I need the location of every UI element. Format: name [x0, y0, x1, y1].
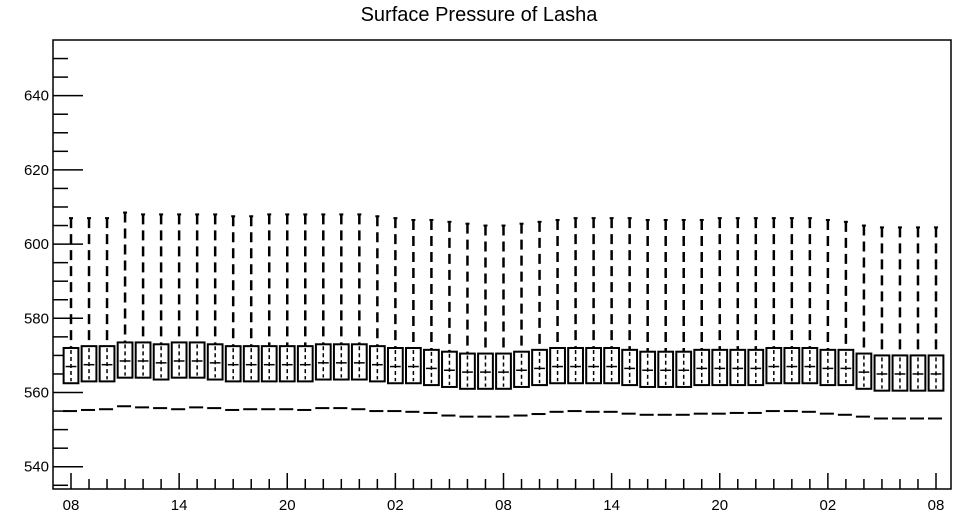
box-item — [675, 218, 693, 416]
box-item — [621, 217, 639, 415]
box-item — [567, 217, 584, 413]
box-item — [495, 224, 512, 418]
box-item — [747, 217, 765, 414]
x-tick-label: 20 — [711, 497, 728, 514]
box-item — [477, 224, 494, 418]
box-item — [423, 218, 440, 414]
box-item — [188, 213, 206, 409]
box-item — [513, 222, 530, 417]
box-item — [459, 222, 476, 418]
y-tick-label: 600 — [24, 236, 49, 253]
box-item — [693, 218, 711, 415]
x-tick-label: 08 — [928, 497, 945, 514]
x-tick-label: 14 — [171, 497, 188, 514]
box-item — [314, 213, 332, 410]
x-tick-label: 08 — [63, 497, 80, 514]
box-item — [206, 213, 224, 410]
box-item — [855, 224, 873, 418]
box-item — [603, 217, 621, 413]
x-tick-label: 02 — [387, 497, 404, 514]
axes-frame — [52, 39, 952, 490]
box-item — [134, 213, 152, 409]
y-tick-label: 580 — [24, 310, 49, 327]
box-item — [116, 211, 134, 408]
box-item — [549, 218, 566, 413]
box-item — [386, 217, 404, 413]
box-item — [368, 215, 386, 413]
box-item — [531, 220, 548, 416]
box-item — [332, 213, 350, 410]
box-item — [801, 217, 819, 413]
x-tick-label: 08 — [495, 497, 512, 514]
box-item — [711, 217, 729, 415]
box-item — [170, 213, 188, 411]
y-tick-label: 540 — [24, 459, 49, 476]
box-item — [639, 218, 657, 416]
box-item — [350, 213, 368, 411]
x-tick-label: 02 — [820, 497, 837, 514]
box-item — [98, 217, 116, 411]
box-item — [296, 213, 314, 411]
box-item — [729, 217, 747, 414]
y-tick-label: 560 — [24, 385, 49, 402]
box-item — [891, 226, 909, 420]
box-item — [80, 217, 98, 411]
box-item — [927, 226, 945, 420]
box-item — [585, 217, 602, 413]
box-item — [242, 215, 260, 411]
box-item — [909, 226, 927, 420]
box-item — [765, 217, 783, 413]
box-series — [62, 211, 945, 420]
box-item — [783, 217, 801, 413]
box-item — [224, 215, 242, 411]
box-item — [819, 218, 837, 415]
x-tick-label: 14 — [603, 497, 620, 514]
box-item — [152, 213, 170, 410]
box-item — [873, 226, 891, 420]
box-item — [405, 218, 422, 413]
chart-title: Surface Pressure of Lasha — [360, 4, 598, 26]
axis-ticks: 540 560 580 600 620 640 08 14 20 02 08 14 20 02 08 — [24, 57, 945, 514]
x-tick-label: 20 — [279, 497, 296, 514]
plot-frame — [52, 39, 952, 490]
box-item — [657, 218, 675, 416]
box-item — [837, 220, 855, 416]
box-item — [278, 213, 296, 411]
y-tick-label: 640 — [24, 88, 49, 105]
box-item — [441, 220, 458, 417]
y-tick-label: 620 — [24, 162, 49, 179]
box-item — [62, 217, 80, 413]
box-item — [260, 213, 278, 411]
